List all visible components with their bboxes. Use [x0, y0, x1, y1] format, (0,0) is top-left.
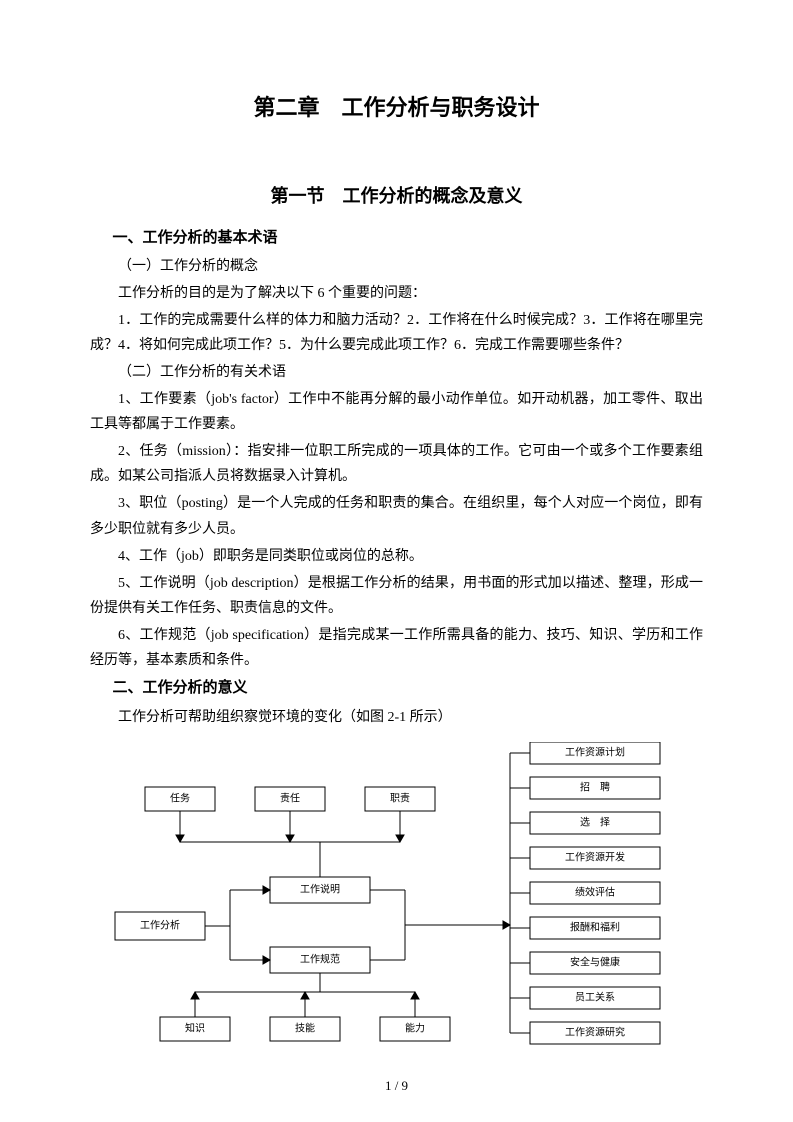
svg-text:知识: 知识 — [185, 1021, 205, 1034]
svg-text:绩效评估: 绩效评估 — [575, 885, 615, 898]
subsection-1: 一、工作分析的基本术语 — [90, 226, 703, 247]
paragraph: 工作分析的目的是为了解决以下 6 个重要的问题： — [90, 281, 703, 306]
paragraph: 1．工作的完成需要什么样的体力和脑力活动？2．工作将在什么时候完成？3．工作将在… — [90, 308, 703, 358]
flowchart-diagram: 任务 责任 职责工作分析 工作说明工作规范知识 技能 能力 工作资源计划招 聘选 择工作资源… — [90, 742, 730, 1057]
svg-text:职责: 职责 — [390, 791, 410, 804]
subsection-2: 二、工作分析的意义 — [90, 676, 703, 697]
subsection-1-1: （一）工作分析的概念 — [90, 255, 703, 275]
page-number: 1 / 9 — [0, 1078, 793, 1094]
svg-text:任务: 任务 — [170, 791, 190, 804]
paragraph: 5、工作说明（job description）是根据工作分析的结果，用书面的形式… — [90, 571, 703, 621]
paragraph: 3、职位（posting）是一个人完成的任务和职责的集合。在组织里，每个人对应一… — [90, 491, 703, 541]
paragraph: 2、任务（mission）：指安排一位职工所完成的一项具体的工作。它可由一个或多… — [90, 439, 703, 489]
paragraph: 6、工作规范（job specification）是指完成某一工作所需具备的能力… — [90, 623, 703, 673]
svg-text:工作资源计划: 工作资源计划 — [565, 745, 625, 758]
paragraph: 工作分析可帮助组织察觉环境的变化（如图 2-1 所示） — [90, 705, 703, 730]
svg-text:选 择: 选 择 — [580, 815, 610, 828]
svg-text:技能: 技能 — [295, 1021, 315, 1034]
svg-text:工作分析: 工作分析 — [140, 918, 180, 931]
svg-text:招 聘: 招 聘 — [580, 780, 610, 793]
svg-text:工作说明: 工作说明 — [300, 882, 340, 895]
svg-text:责任: 责任 — [280, 791, 300, 804]
paragraph: 1、工作要素（job's factor）工作中不能再分解的最小动作单位。如开动机… — [90, 387, 703, 437]
subsection-1-2: （二）工作分析的有关术语 — [90, 361, 703, 381]
svg-text:工作资源开发: 工作资源开发 — [565, 850, 625, 863]
svg-text:能力: 能力 — [405, 1021, 425, 1034]
chapter-title: 第二章 工作分析与职务设计 — [90, 90, 703, 122]
svg-text:工作资源研究: 工作资源研究 — [565, 1025, 625, 1038]
paragraph: 4、工作（job）即职务是同类职位或岗位的总称。 — [90, 544, 703, 569]
svg-text:报酬和福利: 报酬和福利 — [570, 920, 620, 933]
svg-text:员工关系: 员工关系 — [575, 990, 615, 1003]
section-title: 第一节 工作分析的概念及意义 — [90, 182, 703, 208]
svg-text:安全与健康: 安全与健康 — [570, 955, 620, 968]
svg-text:工作规范: 工作规范 — [300, 952, 340, 965]
